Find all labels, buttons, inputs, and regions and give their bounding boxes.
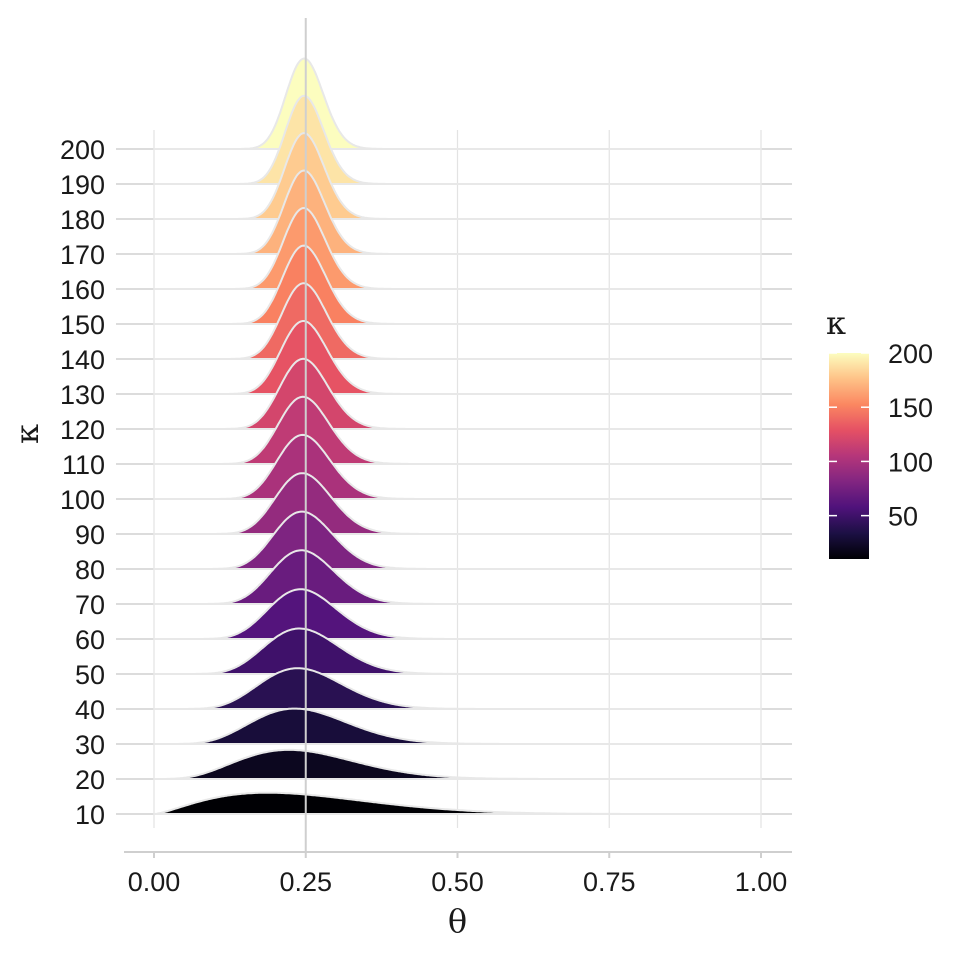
y-tick-label: 100 <box>60 485 105 515</box>
x-axis: 0.00 0.25 0.50 0.75 1.00 <box>124 851 792 897</box>
y-tick-label: 110 <box>62 450 105 480</box>
y-tick-label: 140 <box>60 345 105 375</box>
y-tick-label: 40 <box>75 695 105 725</box>
y-tick-label: 30 <box>75 730 105 760</box>
legend-title: κ <box>826 304 846 342</box>
x-tick-label: 1.00 <box>735 867 788 897</box>
y-tick-label: 130 <box>60 380 105 410</box>
y-axis-title: κ <box>8 424 46 444</box>
x-tick-label: 0.25 <box>279 867 332 897</box>
y-tick-label: 90 <box>75 520 105 550</box>
y-tick-label: 70 <box>75 590 105 620</box>
y-tick-label: 160 <box>60 275 105 305</box>
x-axis-title: θ <box>448 902 467 940</box>
legend-tick-label: 100 <box>888 447 933 477</box>
legend-tick-label: 50 <box>888 502 918 532</box>
gridlines <box>116 130 792 828</box>
x-tick-label: 0.00 <box>128 867 181 897</box>
y-tick-label: 60 <box>75 625 105 655</box>
legend-color-bar <box>829 353 869 559</box>
y-tick-label: 200 <box>60 135 105 165</box>
y-tick-label: 50 <box>75 660 105 690</box>
y-tick-label: 150 <box>60 310 105 340</box>
x-tick-label: 0.75 <box>583 867 636 897</box>
y-tick-label: 180 <box>60 205 105 235</box>
y-tick-label: 120 <box>60 415 105 445</box>
color-legend: κ 50 100 150 200 <box>826 304 933 559</box>
x-tick-label: 0.50 <box>431 867 484 897</box>
y-tick-label: 10 <box>75 800 105 830</box>
legend-tick-label: 150 <box>888 393 933 423</box>
y-tick-label: 190 <box>60 170 105 200</box>
y-tick-label: 20 <box>75 765 105 795</box>
legend-tick-label: 200 <box>888 339 933 369</box>
y-axis: 10 20 30 40 50 60 70 80 90 100 110 120 130 140 150 160 1… <box>60 135 105 830</box>
y-tick-label: 170 <box>60 240 105 270</box>
y-tick-label: 80 <box>75 555 105 585</box>
